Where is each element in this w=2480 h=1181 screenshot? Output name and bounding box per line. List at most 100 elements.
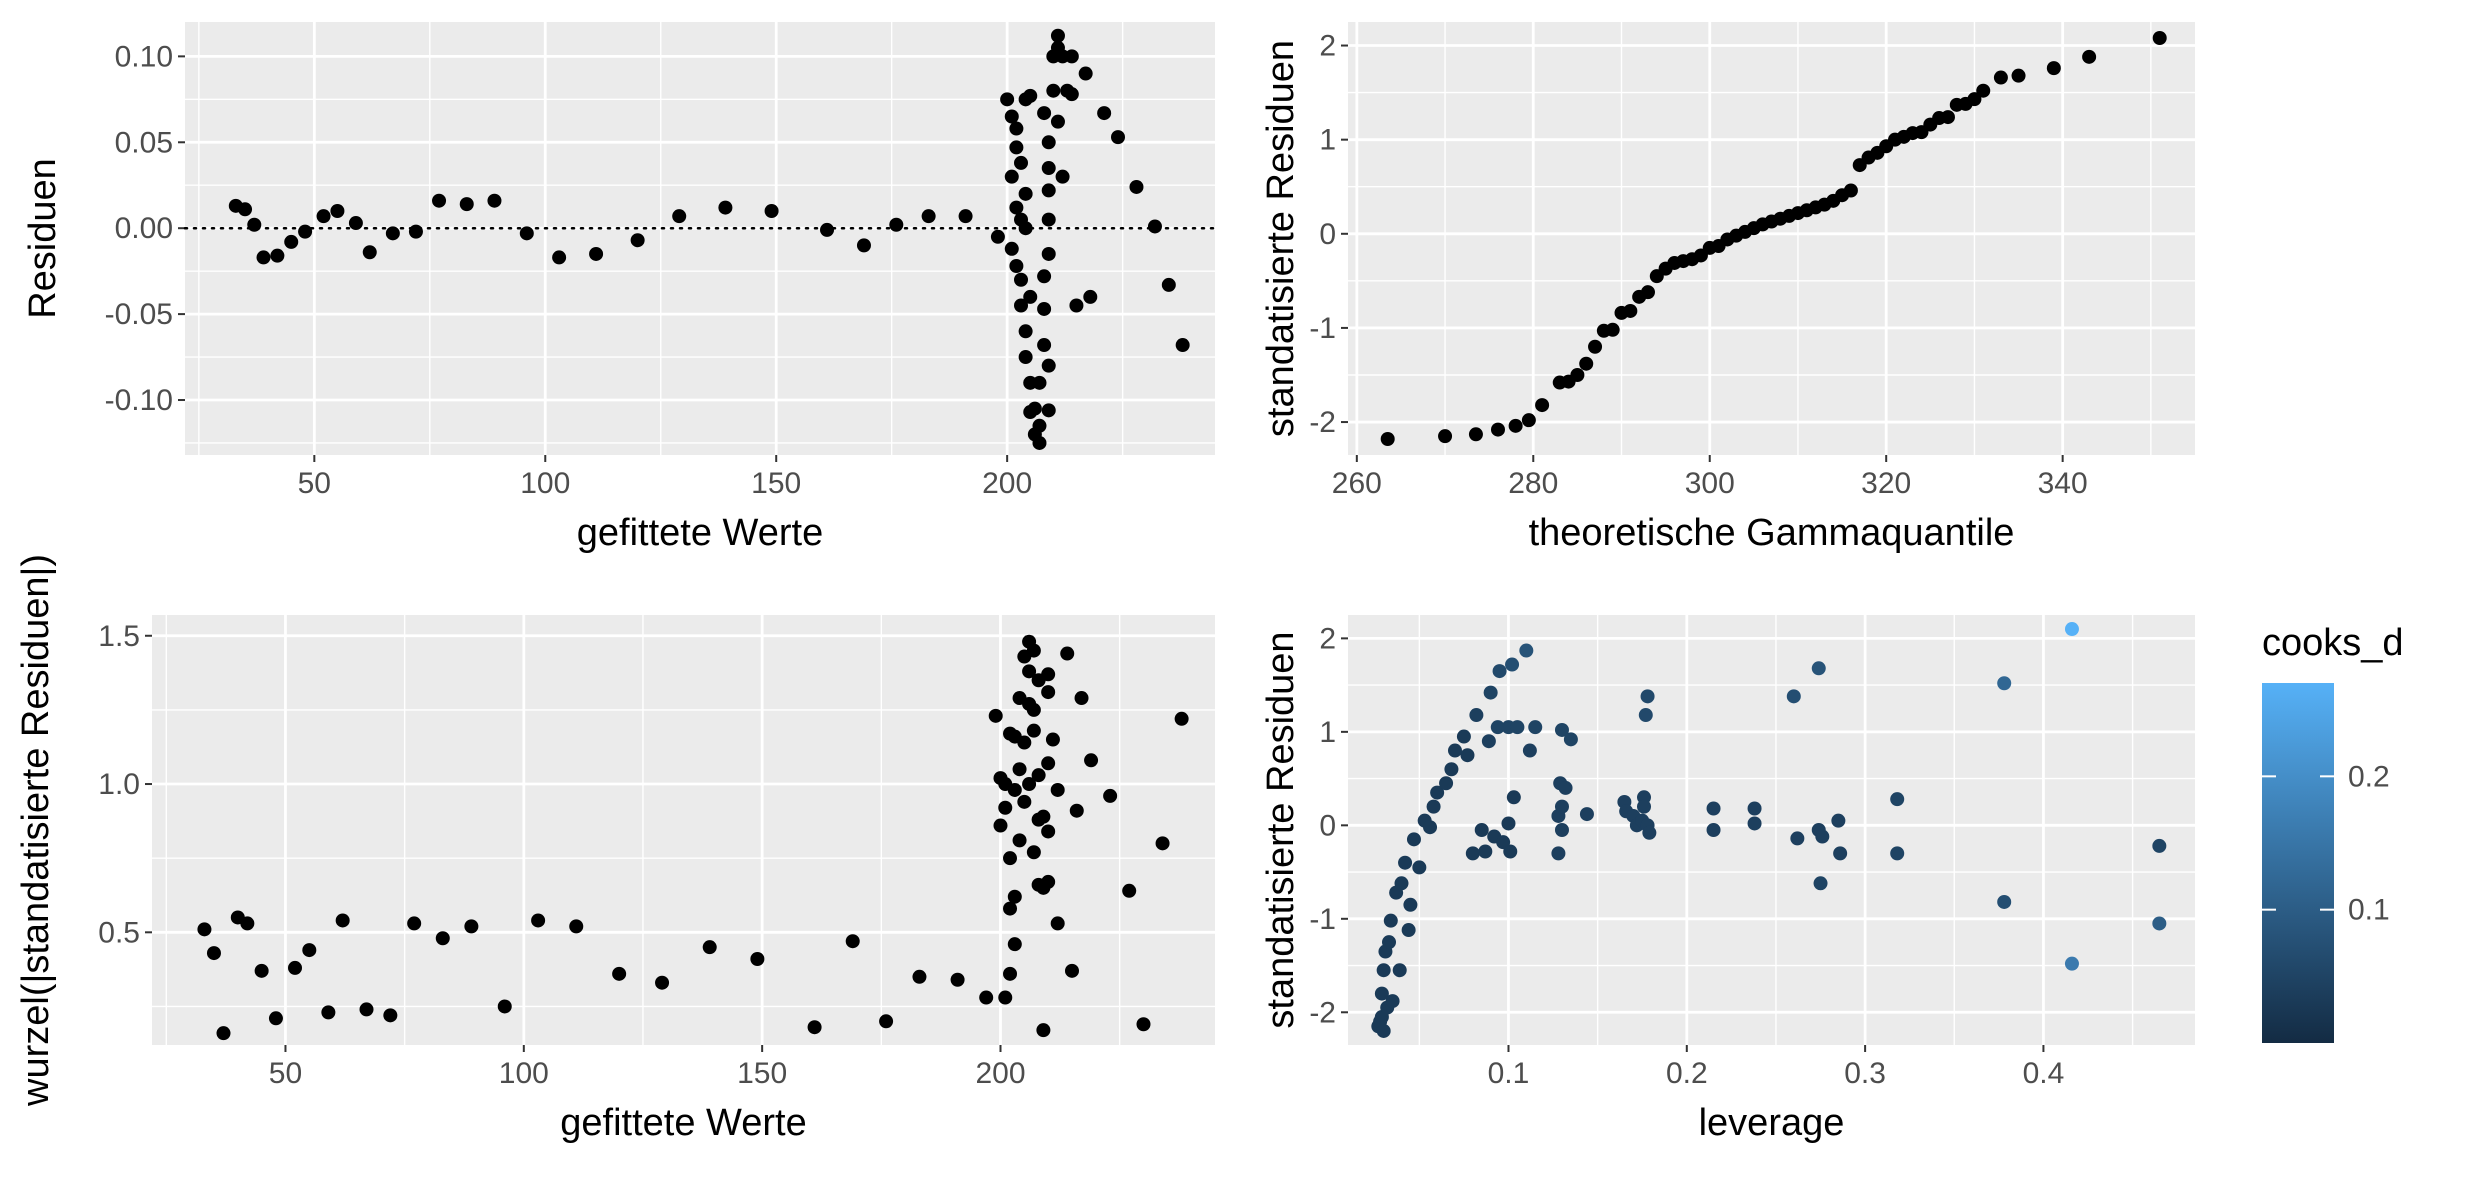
x-tick-label: 50 — [269, 1057, 302, 1090]
data-point — [330, 204, 345, 219]
data-point — [1588, 339, 1603, 354]
panel-background — [185, 22, 1215, 455]
x-tick-label: 50 — [298, 467, 331, 500]
data-point — [1064, 87, 1079, 102]
data-point — [1004, 109, 1019, 124]
data-point — [1161, 277, 1176, 292]
data-point — [1579, 356, 1594, 371]
data-point — [1017, 735, 1032, 750]
data-point — [1811, 661, 1826, 676]
data-point — [1014, 155, 1029, 170]
data-point — [1022, 664, 1037, 679]
data-point — [1403, 897, 1418, 912]
data-point — [197, 922, 212, 937]
data-point — [335, 913, 350, 928]
data-point — [1023, 289, 1038, 304]
data-point — [519, 226, 534, 241]
x-axis-title: leverage — [1699, 1102, 1845, 1144]
data-point — [1175, 338, 1190, 353]
data-point — [958, 209, 973, 224]
cooks-d-legend: cooks_d 0.1 0.2 — [2262, 622, 2404, 1043]
data-point — [1046, 83, 1061, 98]
data-point — [1026, 845, 1041, 860]
data-point — [1155, 836, 1170, 851]
data-point — [1111, 130, 1126, 145]
data-point — [1642, 825, 1657, 840]
data-point — [1097, 106, 1112, 121]
panel-background — [1348, 22, 2195, 455]
data-point — [993, 818, 1008, 833]
data-point — [1009, 140, 1024, 155]
x-axis-title: gefittete Werte — [560, 1102, 806, 1144]
data-point — [1570, 367, 1585, 382]
data-point — [1012, 762, 1027, 777]
data-point — [1018, 324, 1033, 339]
data-point — [1007, 937, 1022, 952]
legend-tick-label: 0.1 — [2348, 894, 2390, 927]
x-tick-label: 0.2 — [1666, 1057, 1708, 1090]
y-axis-title: wurzel(|standatisierte Residuen|) — [15, 554, 57, 1107]
data-point — [1506, 790, 1521, 805]
data-point — [1623, 303, 1638, 318]
data-point — [2152, 838, 2167, 853]
data-point — [1041, 183, 1056, 198]
x-axis-title: gefittete Werte — [577, 512, 823, 554]
data-point — [1831, 813, 1846, 828]
data-point — [1018, 221, 1033, 236]
data-point — [1041, 358, 1056, 373]
data-point — [1376, 963, 1391, 978]
data-point — [2046, 61, 2061, 76]
x-tick-label: 200 — [975, 1057, 1025, 1090]
data-point — [1508, 418, 1523, 433]
data-point — [1041, 874, 1056, 889]
data-point — [216, 1026, 231, 1041]
data-point — [1004, 169, 1019, 184]
data-point — [1392, 963, 1407, 978]
data-point — [247, 217, 262, 232]
data-point — [672, 209, 687, 224]
data-point — [1122, 883, 1137, 898]
data-point — [1997, 894, 2012, 909]
data-point — [408, 224, 423, 239]
data-point — [1382, 935, 1397, 950]
data-point — [1558, 780, 1573, 795]
data-point — [1554, 799, 1569, 814]
data-point — [1014, 272, 1029, 287]
data-point — [1018, 350, 1033, 365]
data-point — [464, 919, 479, 934]
data-point — [284, 234, 299, 249]
data-point — [807, 1020, 822, 1035]
y-axis-title: Residuen — [22, 158, 64, 319]
data-point — [1174, 711, 1189, 726]
data-point — [459, 197, 474, 212]
x-tick-label: 0.4 — [2023, 1057, 2065, 1090]
data-point — [1027, 401, 1042, 416]
data-point — [1535, 398, 1550, 413]
data-point — [1009, 200, 1024, 215]
data-point — [1041, 135, 1056, 150]
data-point — [206, 946, 221, 961]
data-point — [1007, 889, 1022, 904]
data-point — [1579, 807, 1594, 822]
data-point — [1505, 657, 1520, 672]
data-point — [1519, 643, 1534, 658]
data-point — [383, 1008, 398, 1023]
data-point — [531, 913, 546, 928]
y-tick-label: 0.10 — [115, 40, 173, 73]
data-point — [889, 217, 904, 232]
data-point — [435, 931, 450, 946]
data-point — [1554, 823, 1569, 837]
data-point — [2152, 31, 2167, 46]
y-tick-label: 0.05 — [115, 126, 173, 159]
y-tick-label: 1.0 — [98, 768, 140, 801]
residuals-vs-fitted-panel: 50 100 150 200 -0.10 -0.05 0.00 0.05 0.10 gefitte… — [22, 22, 1217, 554]
x-axis-title: theoretische Gammaquantile — [1529, 512, 2015, 554]
data-point — [1003, 966, 1018, 981]
data-point — [1037, 338, 1052, 353]
data-point — [407, 916, 422, 931]
data-point — [254, 963, 269, 978]
x-tick-label: 200 — [982, 467, 1032, 500]
data-point — [1412, 860, 1427, 875]
data-point — [1481, 734, 1496, 749]
data-point — [820, 222, 835, 237]
